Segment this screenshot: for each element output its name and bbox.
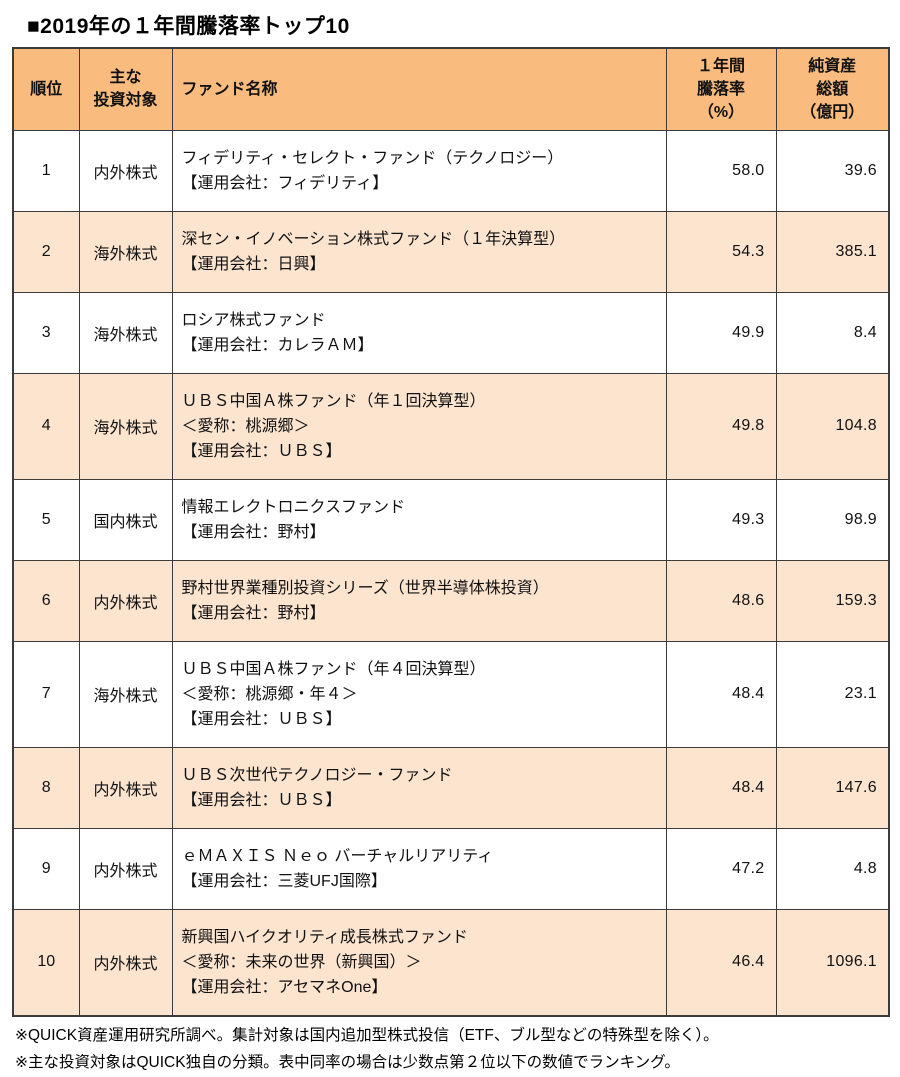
return-cell: 49.8: [666, 373, 776, 479]
page-title: ■2019年の１年間騰落率トップ10: [27, 10, 888, 40]
rank-cell: 6: [13, 560, 79, 641]
fund-cell: ＵＢＳ次世代テクノロジー・ファンド 【運用会社：ＵＢＳ】: [172, 747, 666, 828]
fund-cell: ＵＢＳ中国Ａ株ファンド（年１回決算型） ＜愛称：桃源郷＞ 【運用会社：ＵＢＳ】: [172, 373, 666, 479]
column-header-rank: 順位: [13, 48, 79, 130]
target-cell: 海外株式: [79, 373, 172, 479]
target-cell: 国内株式: [79, 479, 172, 560]
target-cell: 内外株式: [79, 747, 172, 828]
assets-cell: 23.1: [776, 641, 889, 747]
fund-cell: 新興国ハイクオリティ成長株式ファンド ＜愛称：未来の世界（新興国）＞ 【運用会社…: [172, 909, 666, 1016]
rank-cell: 3: [13, 292, 79, 373]
target-cell: 内外株式: [79, 828, 172, 909]
target-cell: 内外株式: [79, 560, 172, 641]
rank-cell: 4: [13, 373, 79, 479]
return-cell: 58.0: [666, 130, 776, 211]
rank-cell: 7: [13, 641, 79, 747]
rank-cell: 9: [13, 828, 79, 909]
target-cell: 内外株式: [79, 130, 172, 211]
fund-cell: 野村世界業種別投資シリーズ（世界半導体株投資） 【運用会社：野村】: [172, 560, 666, 641]
rank-cell: 1: [13, 130, 79, 211]
assets-cell: 159.3: [776, 560, 889, 641]
return-cell: 48.6: [666, 560, 776, 641]
footnotes: ※QUICK資産運用研究所調べ。集計対象は国内追加型株式投信（ETF、ブル型など…: [15, 1022, 888, 1077]
rank-cell: 2: [13, 211, 79, 292]
return-cell: 48.4: [666, 641, 776, 747]
column-header-fund: ファンド名称: [172, 48, 666, 130]
target-cell: 海外株式: [79, 641, 172, 747]
assets-cell: 8.4: [776, 292, 889, 373]
header-row: 順位 主な 投資対象 ファンド名称 １年間 騰落率 （%） 純資産 総額 （億円…: [13, 48, 889, 130]
column-header-assets: 純資産 総額 （億円）: [776, 48, 889, 130]
return-cell: 49.9: [666, 292, 776, 373]
rank-cell: 8: [13, 747, 79, 828]
assets-cell: 39.6: [776, 130, 889, 211]
assets-cell: 1096.1: [776, 909, 889, 1016]
return-cell: 48.4: [666, 747, 776, 828]
target-cell: 内外株式: [79, 909, 172, 1016]
rank-cell: 5: [13, 479, 79, 560]
fund-cell: ロシア株式ファンド 【運用会社：カレラＡＭ】: [172, 292, 666, 373]
return-cell: 54.3: [666, 211, 776, 292]
rank-cell: 10: [13, 909, 79, 1016]
assets-cell: 147.6: [776, 747, 889, 828]
assets-cell: 98.9: [776, 479, 889, 560]
assets-cell: 4.8: [776, 828, 889, 909]
column-header-target: 主な 投資対象: [79, 48, 172, 130]
fund-cell: フィデリティ・セレクト・ファンド（テクノロジー） 【運用会社：フィデリティ】: [172, 130, 666, 211]
assets-cell: 385.1: [776, 211, 889, 292]
fund-cell: ｅＭＡＸＩＳ Ｎｅｏ バーチャルリアリティ 【運用会社：三菱UFJ国際】: [172, 828, 666, 909]
footnote-1: ※QUICK資産運用研究所調べ。集計対象は国内追加型株式投信（ETF、ブル型など…: [15, 1022, 888, 1050]
fund-cell: 深セン・イノベーション株式ファンド（１年決算型） 【運用会社：日興】: [172, 211, 666, 292]
assets-cell: 104.8: [776, 373, 889, 479]
fund-cell: 情報エレクトロニクスファンド 【運用会社：野村】: [172, 479, 666, 560]
footnote-2: ※主な投資対象はQUICK独自の分類。表中同率の場合は少数点第２位以下の数値でラ…: [15, 1049, 888, 1077]
fund-cell: ＵＢＳ中国Ａ株ファンド（年４回決算型） ＜愛称：桃源郷・年４＞ 【運用会社：ＵＢ…: [172, 641, 666, 747]
column-header-return: １年間 騰落率 （%）: [666, 48, 776, 130]
ranking-table: 順位 主な 投資対象 ファンド名称 １年間 騰落率 （%） 純資産 総額 （億円…: [12, 47, 890, 1017]
return-cell: 46.4: [666, 909, 776, 1016]
target-cell: 海外株式: [79, 292, 172, 373]
target-cell: 海外株式: [79, 211, 172, 292]
return-cell: 47.2: [666, 828, 776, 909]
return-cell: 49.3: [666, 479, 776, 560]
